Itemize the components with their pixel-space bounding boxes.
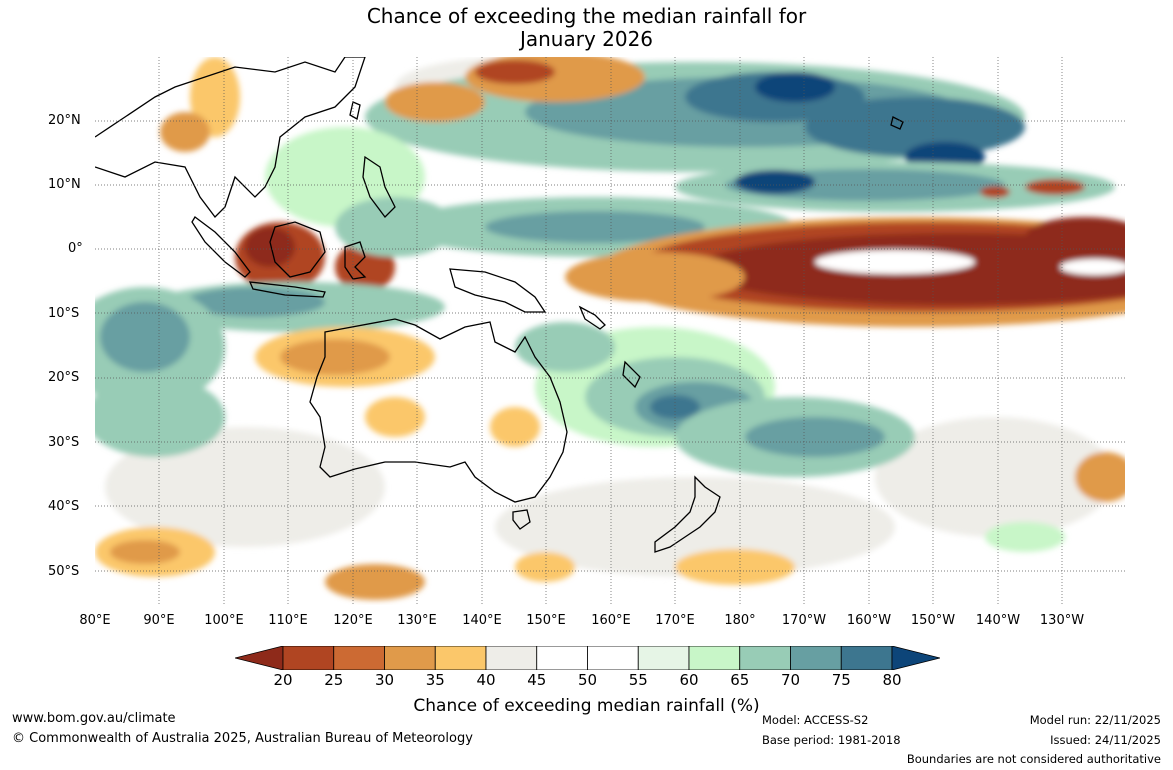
map-title-line-1: Chance of exceeding the median rainfall … (366, 4, 807, 28)
colorbar-tick-label: 35 (425, 671, 445, 689)
colorbar-cell-35-40 (434, 646, 487, 670)
colorbar-cell-45-50 (536, 646, 588, 670)
footer-website: www.bom.gov.au/climate (12, 711, 176, 726)
tasmania-outline (512, 509, 531, 530)
colorbar-cell-60-65 (688, 646, 741, 670)
colorbar-tick-label: 65 (730, 671, 750, 689)
colorbar-cell-20-25 (282, 646, 335, 670)
lon-label-130e: 130°E (397, 613, 437, 628)
colorbar-tick-label: 45 (527, 671, 547, 689)
new-guinea-outline (449, 268, 547, 313)
colorbar-tick-label: 50 (577, 671, 598, 689)
lon-label-90e: 90°E (143, 613, 175, 628)
colorbar (235, 646, 940, 670)
colorbar-cell-70-75 (790, 646, 842, 670)
colorbar-tick-label: 70 (780, 671, 801, 689)
lon-label-160e: 160°E (591, 613, 631, 628)
map-title-line-2: January 2026 (519, 27, 654, 51)
colorbar-cell-above-80 (891, 646, 940, 670)
footer-disclaimer: Boundaries are not considered authoritat… (906, 752, 1161, 766)
sulawesi-outline (344, 241, 367, 280)
taiwan-outline (349, 101, 361, 121)
colorbar-cell-40-45 (485, 646, 538, 670)
footer-base-period: Base period: 1981-2018 (762, 733, 901, 747)
colorbar-tick-label: 25 (324, 671, 344, 689)
lon-label-140e: 140°E (462, 613, 502, 628)
probability-field (95, 57, 1125, 600)
colorbar-cell-65-70 (739, 646, 791, 670)
colorbar-tick-label: 75 (831, 671, 851, 689)
colorbar-cell-30-35 (384, 646, 436, 670)
lat-label-10s: 10°S (48, 306, 80, 321)
colorbar-cell-below-20 (235, 646, 284, 670)
colorbar-tick-label: 30 (374, 671, 395, 689)
philippines-outline (362, 155, 396, 218)
sumatra-outline (191, 216, 251, 278)
rainfall-probability-map (95, 57, 1125, 605)
lon-label-110e: 110°E (268, 613, 308, 628)
lon-label-150e: 150°E (526, 613, 566, 628)
lat-label-20n: 20°N (48, 113, 81, 128)
colorbar-cell-25-30 (333, 646, 385, 670)
lon-label-100e: 100°E (204, 613, 244, 628)
australia-outline (309, 318, 568, 503)
colorbar-cell-75-80 (840, 646, 893, 670)
lon-label-160w: 160°W (846, 613, 892, 628)
colorbar-tick-label: 40 (476, 671, 496, 689)
colorbar-tick-label: 55 (628, 671, 648, 689)
java-outline (248, 281, 326, 298)
lon-label-80e: 80°E (79, 613, 111, 628)
colorbar-cell-50-55 (587, 646, 639, 670)
lon-label-170w: 170°W (781, 613, 827, 628)
hawaii-outline (890, 116, 904, 130)
borneo-outline (269, 221, 326, 278)
map-canvas (95, 57, 1125, 605)
lon-label-150w: 150°W (910, 613, 956, 628)
lon-label-170e: 170°E (655, 613, 695, 628)
lon-label-120e: 120°E (333, 613, 373, 628)
colorbar-tick-label: 20 (273, 671, 293, 689)
graticule (95, 57, 1125, 605)
lon-label-130w: 130°W (1039, 613, 1085, 628)
lat-label-40s: 40°S (48, 499, 80, 514)
lat-label-10n: 10°N (48, 177, 81, 192)
footer-issued: Issued: 24/11/2025 (1050, 733, 1161, 747)
lon-label-180: 180° (724, 613, 756, 628)
lat-label-30s: 30°S (48, 435, 80, 450)
footer-copyright: © Commonwealth of Australia 2025, Austra… (12, 731, 473, 746)
lon-label-140w: 140°W (975, 613, 1021, 628)
colorbar-label: Chance of exceeding median rainfall (%) (413, 696, 760, 716)
footer-model-run: Model run: 22/11/2025 (1029, 713, 1161, 727)
colorbar-cell-55-60 (637, 646, 690, 670)
lat-label-0: 0° (68, 241, 83, 256)
footer-model: Model: ACCESS-S2 (762, 713, 869, 727)
coastlines (95, 57, 904, 553)
lat-label-20s: 20°S (48, 370, 80, 385)
colorbar-tick-label: 60 (679, 671, 699, 689)
new-zealand-outline (654, 475, 721, 553)
asia-mainland-outline (95, 57, 366, 218)
colorbar-tick-label: 80 (882, 671, 902, 689)
lat-label-50s: 50°S (48, 564, 80, 579)
